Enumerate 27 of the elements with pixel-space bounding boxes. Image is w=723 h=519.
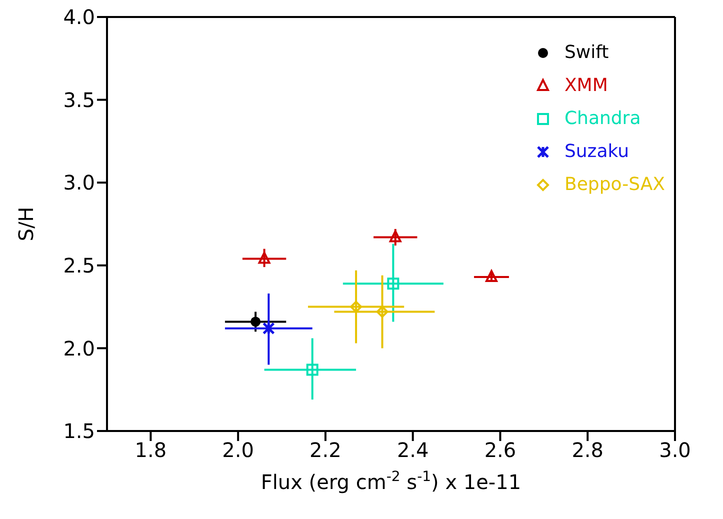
y-tick-label: 2.5 [63,254,95,278]
y-axis-title: S/H [14,206,38,242]
point [250,316,261,327]
point [306,364,318,376]
y-tick-label: 1.5 [63,419,95,444]
legend-label: XMM [564,75,608,96]
legend-label: Suzaku [564,141,630,162]
legend-label: Swift [564,42,609,63]
y-tick-label: 2.0 [63,336,95,360]
y-tick-label: 4.0 [63,5,95,30]
x-tick-label: 1.8 [134,438,167,462]
legend-label: Chandra [564,108,641,129]
y-tick-label: 3.0 [63,170,95,195]
x-tick-label: 2.4 [396,438,429,462]
point [258,252,270,264]
y-tick-label: 3.5 [63,88,95,112]
point [387,278,400,290]
x-tick-label: 2.6 [484,438,516,462]
x-axis-title: Flux (erg cm$^{-2}$ s$^{-1}$) x 1e-11 [260,469,522,494]
point [485,270,498,282]
x-tick-label: 2.0 [222,438,254,462]
x-tick-label: 3.0 [659,438,691,462]
x-tick-label: 2.8 [572,438,604,462]
x-tick-label: 2.2 [310,438,342,462]
legend-label: Beppo-SAX [564,174,665,195]
point [389,230,402,242]
point [262,322,275,335]
